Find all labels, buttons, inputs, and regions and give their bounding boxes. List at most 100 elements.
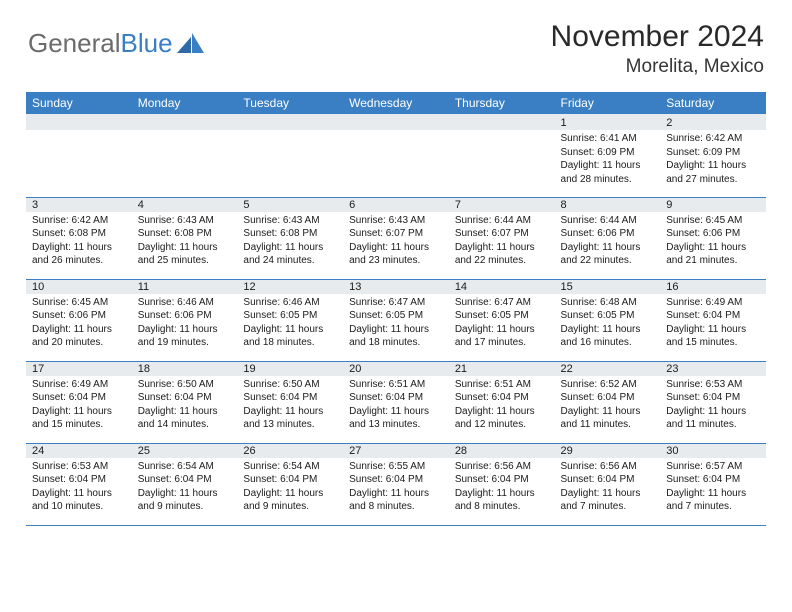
day-number: 4 (132, 198, 238, 212)
day-content: Sunrise: 6:41 AMSunset: 6:09 PMDaylight:… (555, 130, 661, 189)
day-content-line: Sunrise: 6:49 AM (666, 296, 760, 310)
day-number: 14 (449, 280, 555, 294)
day-content-line: Sunrise: 6:50 AM (243, 378, 337, 392)
day-number: 13 (343, 280, 449, 294)
day-content-line: Sunset: 6:05 PM (243, 309, 337, 323)
day-content-line: Sunrise: 6:57 AM (666, 460, 760, 474)
day-content: Sunrise: 6:56 AMSunset: 6:04 PMDaylight:… (555, 458, 661, 517)
calendar-day-cell: 27Sunrise: 6:55 AMSunset: 6:04 PMDayligh… (343, 443, 449, 525)
day-content-line: Sunset: 6:08 PM (138, 227, 232, 241)
day-content-line: Sunset: 6:04 PM (455, 473, 549, 487)
day-content-line: Daylight: 11 hours and 14 minutes. (138, 405, 232, 432)
calendar-day-cell: 4Sunrise: 6:43 AMSunset: 6:08 PMDaylight… (132, 197, 238, 279)
day-content-line: Sunset: 6:04 PM (666, 473, 760, 487)
day-content-line: Daylight: 11 hours and 18 minutes. (243, 323, 337, 350)
day-content: Sunrise: 6:46 AMSunset: 6:06 PMDaylight:… (132, 294, 238, 353)
calendar-day-cell: 3Sunrise: 6:42 AMSunset: 6:08 PMDaylight… (26, 197, 132, 279)
day-content-line: Daylight: 11 hours and 19 minutes. (138, 323, 232, 350)
calendar-day-cell: 1Sunrise: 6:41 AMSunset: 6:09 PMDaylight… (555, 115, 661, 197)
day-content-line: Sunset: 6:04 PM (349, 391, 443, 405)
calendar-day-cell: 26Sunrise: 6:54 AMSunset: 6:04 PMDayligh… (237, 443, 343, 525)
day-content-line: Sunset: 6:04 PM (561, 391, 655, 405)
day-content: Sunrise: 6:44 AMSunset: 6:06 PMDaylight:… (555, 212, 661, 271)
location: Morelita, Mexico (551, 56, 764, 78)
day-number: 23 (660, 362, 766, 376)
calendar-day-cell: 6Sunrise: 6:43 AMSunset: 6:07 PMDaylight… (343, 197, 449, 279)
day-content-line: Daylight: 11 hours and 21 minutes. (666, 241, 760, 268)
calendar-day-cell: 7Sunrise: 6:44 AMSunset: 6:07 PMDaylight… (449, 197, 555, 279)
day-number: 15 (555, 280, 661, 294)
day-content (343, 130, 449, 135)
day-content-line: Sunrise: 6:42 AM (666, 132, 760, 146)
calendar-day-cell (237, 115, 343, 197)
calendar-day-cell: 24Sunrise: 6:53 AMSunset: 6:04 PMDayligh… (26, 443, 132, 525)
day-content-line: Sunrise: 6:47 AM (455, 296, 549, 310)
day-content-line: Sunset: 6:09 PM (561, 146, 655, 160)
day-content-line: Daylight: 11 hours and 24 minutes. (243, 241, 337, 268)
logo-text-2: Blue (121, 28, 173, 59)
day-content-line: Sunset: 6:04 PM (666, 309, 760, 323)
day-content-line: Sunset: 6:06 PM (561, 227, 655, 241)
day-number (237, 116, 343, 130)
day-content-line: Daylight: 11 hours and 7 minutes. (666, 487, 760, 514)
day-number: 30 (660, 444, 766, 458)
day-content-line: Sunrise: 6:44 AM (561, 214, 655, 228)
day-content-line: Sunrise: 6:45 AM (32, 296, 126, 310)
calendar-week-row: 3Sunrise: 6:42 AMSunset: 6:08 PMDaylight… (26, 197, 766, 279)
day-content: Sunrise: 6:53 AMSunset: 6:04 PMDaylight:… (660, 376, 766, 435)
calendar-day-cell: 30Sunrise: 6:57 AMSunset: 6:04 PMDayligh… (660, 443, 766, 525)
day-content-line: Daylight: 11 hours and 13 minutes. (243, 405, 337, 432)
day-content-line: Daylight: 11 hours and 20 minutes. (32, 323, 126, 350)
day-content: Sunrise: 6:43 AMSunset: 6:07 PMDaylight:… (343, 212, 449, 271)
day-number: 24 (26, 444, 132, 458)
calendar-day-cell: 12Sunrise: 6:46 AMSunset: 6:05 PMDayligh… (237, 279, 343, 361)
day-content-line: Daylight: 11 hours and 9 minutes. (243, 487, 337, 514)
day-content-line: Sunrise: 6:55 AM (349, 460, 443, 474)
day-content-line: Daylight: 11 hours and 17 minutes. (455, 323, 549, 350)
day-number: 26 (237, 444, 343, 458)
day-content-line: Sunset: 6:09 PM (666, 146, 760, 160)
calendar-day-cell: 2 Sunrise: 6:42 AMSunset: 6:09 PMDaylight… (660, 115, 766, 197)
calendar-day-cell: 25Sunrise: 6:54 AMSunset: 6:04 PMDayligh… (132, 443, 238, 525)
calendar-day-cell: 16Sunrise: 6:49 AMSunset: 6:04 PMDayligh… (660, 279, 766, 361)
day-content-line: Sunset: 6:04 PM (138, 391, 232, 405)
calendar-day-cell: 22Sunrise: 6:52 AMSunset: 6:04 PMDayligh… (555, 361, 661, 443)
day-content-line: Sunrise: 6:53 AM (666, 378, 760, 392)
day-number (132, 116, 238, 130)
day-content-line: Sunrise: 6:43 AM (243, 214, 337, 228)
day-content-line: Daylight: 11 hours and 22 minutes. (455, 241, 549, 268)
day-number: 12 (237, 280, 343, 294)
day-content: Sunrise: 6:57 AMSunset: 6:04 PMDaylight:… (660, 458, 766, 517)
day-content-line: Sunrise: 6:54 AM (243, 460, 337, 474)
day-content-line: Sunset: 6:04 PM (138, 473, 232, 487)
day-content-line: Daylight: 11 hours and 15 minutes. (32, 405, 126, 432)
month-title: November 2024 (551, 20, 764, 54)
day-number (449, 116, 555, 130)
day-content-line: Sunset: 6:04 PM (561, 473, 655, 487)
logo-sail-icon (177, 33, 205, 55)
calendar-day-cell (132, 115, 238, 197)
day-content: Sunrise: 6:52 AMSunset: 6:04 PMDaylight:… (555, 376, 661, 435)
day-content-line: Daylight: 11 hours and 28 minutes. (561, 159, 655, 186)
day-content-line: Sunset: 6:06 PM (138, 309, 232, 323)
day-content: Sunrise: 6:43 AMSunset: 6:08 PMDaylight:… (132, 212, 238, 271)
day-content (449, 130, 555, 135)
calendar-day-cell: 8Sunrise: 6:44 AMSunset: 6:06 PMDaylight… (555, 197, 661, 279)
day-content-line: Daylight: 11 hours and 22 minutes. (561, 241, 655, 268)
day-number: 25 (132, 444, 238, 458)
day-number: 27 (343, 444, 449, 458)
day-content: Sunrise: 6:50 AMSunset: 6:04 PMDaylight:… (237, 376, 343, 435)
calendar-week-row: 17Sunrise: 6:49 AMSunset: 6:04 PMDayligh… (26, 361, 766, 443)
day-number: 16 (660, 280, 766, 294)
day-content-line: Sunset: 6:04 PM (666, 391, 760, 405)
day-content: Sunrise: 6:47 AMSunset: 6:05 PMDaylight:… (343, 294, 449, 353)
day-number: 21 (449, 362, 555, 376)
day-number: 2 (660, 116, 766, 130)
day-content-line: Sunrise: 6:51 AM (349, 378, 443, 392)
day-content-line: Daylight: 11 hours and 27 minutes. (666, 159, 760, 186)
calendar-day-cell: 10Sunrise: 6:45 AMSunset: 6:06 PMDayligh… (26, 279, 132, 361)
day-content-line: Sunset: 6:06 PM (666, 227, 760, 241)
day-content: Sunrise: 6:49 AMSunset: 6:04 PMDaylight:… (26, 376, 132, 435)
day-header: Thursday (449, 92, 555, 115)
day-content-line: Daylight: 11 hours and 23 minutes. (349, 241, 443, 268)
